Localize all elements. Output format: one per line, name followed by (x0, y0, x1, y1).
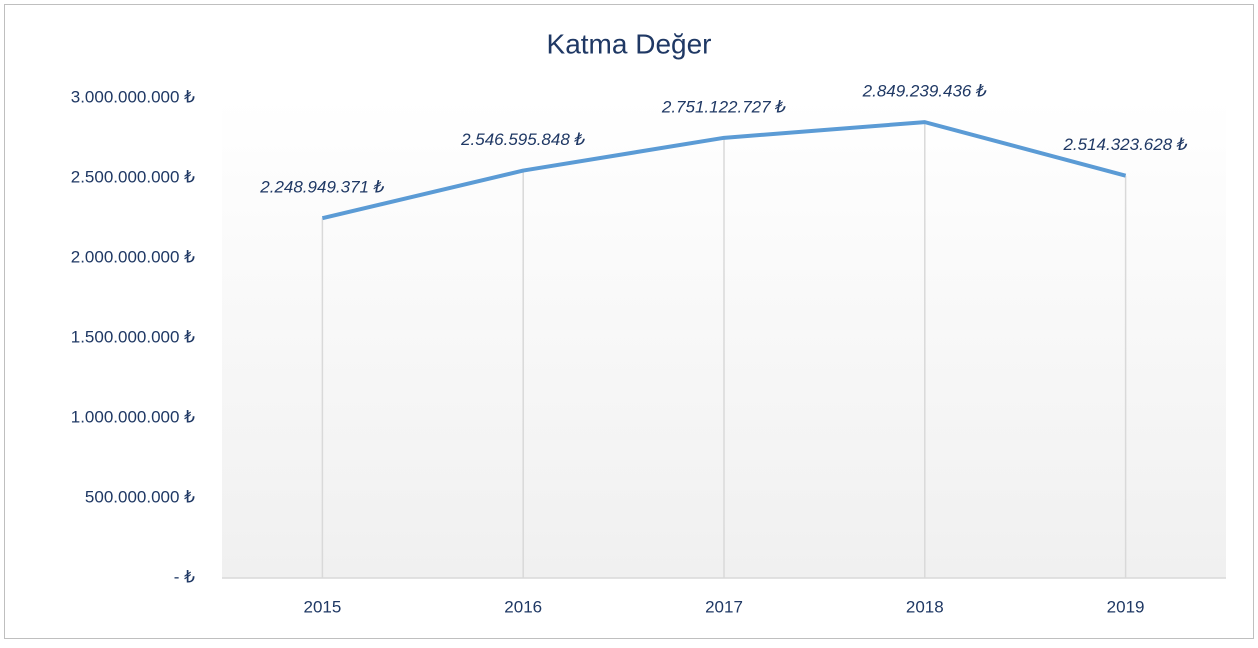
x-tick-label: 2016 (504, 597, 542, 616)
data-label: 2.751.122.727 ₺ (661, 97, 786, 116)
data-label: 2.546.595.848 ₺ (460, 130, 585, 149)
x-tick-label: 2018 (906, 597, 944, 616)
y-tick-label: 1.500.000.000 ₺ (71, 327, 195, 346)
data-line (321, 120, 1127, 221)
data-label: 2.514.323.628 ₺ (1062, 135, 1187, 154)
y-tick-label: 1.000.000.000 ₺ (71, 407, 195, 426)
chart-title: Katma Değer (547, 28, 712, 59)
y-tick-label: - ₺ (174, 567, 195, 586)
x-tick-label: 2019 (1107, 597, 1145, 616)
data-label: 2.849.239.436 ₺ (862, 82, 987, 101)
y-tick-label: 2.500.000.000 ₺ (71, 167, 195, 186)
data-label: 2.248.949.371 ₺ (259, 178, 384, 197)
y-tick-label: 3.000.000.000 ₺ (71, 87, 195, 106)
x-tick-label: 2017 (705, 597, 743, 616)
y-tick-label: 500.000.000 ₺ (85, 487, 195, 506)
y-tick-label: 2.000.000.000 ₺ (71, 247, 195, 266)
x-tick-label: 2015 (303, 597, 341, 616)
